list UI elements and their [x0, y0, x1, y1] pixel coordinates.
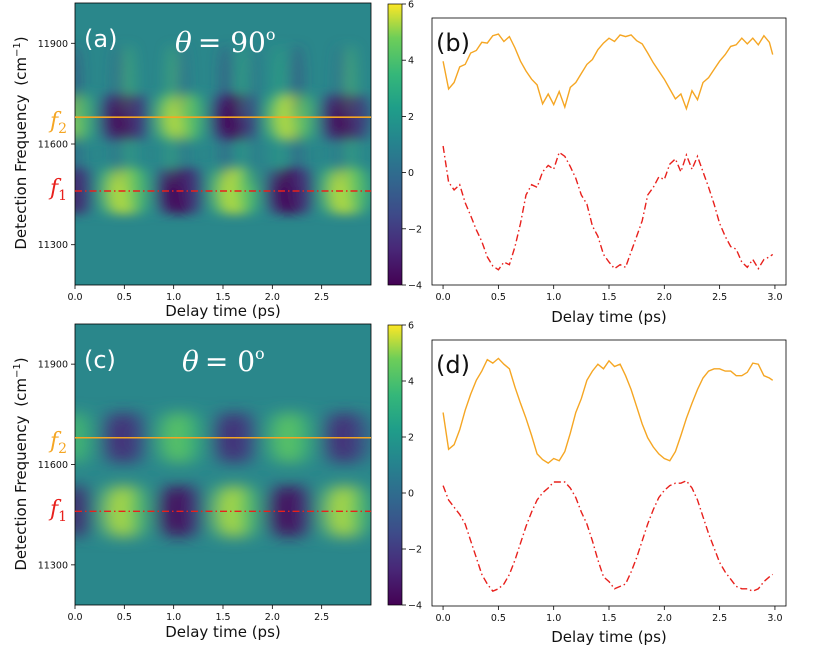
x-ticks-a: 0.0 0.5 1.0 1.5 2.0 2.5 — [67, 285, 329, 303]
x-tick-label: 2.0 — [265, 612, 280, 623]
heatmap-cell — [356, 485, 371, 538]
x-tick-label: 1.5 — [215, 292, 230, 303]
y-tick-label: 11900 — [38, 39, 68, 50]
x-tick-label: 0.0 — [436, 292, 451, 303]
heatmap-cell — [293, 485, 318, 538]
heatmap-cell — [187, 485, 212, 538]
heatmap-cell — [293, 167, 318, 215]
panel-label-b: (b) — [436, 29, 470, 57]
y-axis-label-c: Detection Frequency (cm−1) — [12, 357, 30, 570]
colorbar-a-ticks: −4 −2 0 2 4 6 — [402, 0, 422, 292]
heatmap-cell — [187, 167, 212, 215]
series-f2-b — [442, 33, 774, 111]
panel-c-heatmap: (c) θ = 0o 0.0 0.5 1.0 1.5 2.0 2.5 11300116001… — [12, 323, 372, 641]
lineplot-b-frame — [431, 17, 787, 286]
colorbar-tick-label: 0 — [408, 168, 414, 179]
heatmap-fringe — [247, 127, 258, 188]
heatmap-cell — [134, 485, 159, 538]
x-tick-label: 0.5 — [117, 292, 132, 303]
f2-label-a: f2 — [48, 109, 67, 137]
colorbar-tick-label: −4 — [408, 601, 422, 612]
x-tick-label: 1.0 — [546, 613, 561, 624]
f1-label-a: f1 — [48, 176, 67, 204]
x-tick-label: 2.0 — [265, 292, 280, 303]
x-axis-label-c: Delay time (ps) — [165, 623, 280, 641]
heatmap-c-background — [75, 324, 371, 605]
x-axis-label-a: Delay time (ps) — [165, 302, 280, 320]
panel-d-lineplot: (d) 0.0 0.5 1.0 1.5 2.0 2.5 3.0 Delay time (ps… — [431, 339, 787, 646]
series-f1-b — [442, 145, 774, 271]
x-tick-label: 1.0 — [166, 612, 181, 623]
heatmap-fringe — [247, 43, 258, 124]
x-tick-label: 0.0 — [67, 612, 82, 623]
x-tick-label: 1.0 — [166, 292, 181, 303]
colorbar-tick-label: −2 — [408, 545, 422, 556]
x-tick-label: 1.5 — [601, 292, 616, 303]
x-axis-label-b: Delay time (ps) — [551, 308, 666, 326]
panel-b-lineplot: (b) 0.0 0.5 1.0 1.5 2.0 2.5 3.0 Delay time (ps… — [431, 17, 787, 326]
lineplot-d-frame — [431, 339, 787, 607]
y-tick-label: 11600 — [38, 460, 68, 471]
colorbar-c-ticks: −4 −2 0 2 4 6 — [402, 321, 422, 612]
colorbar-tick-label: 6 — [408, 0, 414, 11]
x-tick-label: 1.5 — [215, 612, 230, 623]
colorbar-tick-label: 6 — [408, 321, 414, 332]
colorbar-c: −4 −2 0 2 4 6 — [387, 321, 422, 612]
colorbar-tick-label: −4 — [408, 281, 422, 292]
x-axis-label-d: Delay time (ps) — [551, 628, 666, 646]
x-tick-label: 0.5 — [491, 292, 506, 303]
x-tick-label: 2.0 — [657, 613, 672, 624]
colorbar-tick-label: 2 — [408, 112, 414, 123]
heatmap-cell — [134, 167, 159, 215]
x-tick-label: 3.0 — [767, 292, 782, 303]
heatmap-cell — [356, 167, 371, 215]
y-tick-label: 11300 — [38, 560, 68, 571]
x-ticks-b: 0.0 0.5 1.0 1.5 2.0 2.5 3.0 — [436, 285, 782, 303]
x-tick-label: 2.5 — [314, 612, 329, 623]
x-ticks-d: 0.0 0.5 1.0 1.5 2.0 2.5 3.0 — [436, 606, 782, 624]
x-tick-label: 0.5 — [117, 612, 132, 623]
x-tick-label: 1.0 — [546, 292, 561, 303]
colorbar-a-gradient — [387, 3, 403, 286]
y-ticks-a: 11300 11600 11900 — [38, 39, 75, 251]
panel-a-heatmap: (a) θ = 90o 0.0 0.5 1.0 1.5 2.0 2.5 11300 11600… — [12, 2, 372, 320]
x-tick-label: 0.5 — [491, 613, 506, 624]
colorbar-a: −4 −2 0 2 4 6 — [387, 0, 422, 292]
f1-label-c: f1 — [48, 497, 67, 525]
theta-label-c: θ = 0o — [182, 344, 265, 378]
y-ticks-c: 11300 11600 11900 — [38, 360, 75, 571]
y-tick-label: 11600 — [38, 140, 68, 151]
x-tick-label: 1.5 — [601, 613, 616, 624]
x-tick-label: 3.0 — [767, 613, 782, 624]
colorbar-tick-label: 2 — [408, 433, 414, 444]
colorbar-tick-label: −2 — [408, 224, 422, 235]
panel-label-a: (a) — [84, 25, 117, 53]
x-tick-label: 2.5 — [712, 292, 727, 303]
colorbar-tick-label: 0 — [408, 489, 414, 500]
x-tick-label: 2.0 — [657, 292, 672, 303]
x-tick-label: 0.0 — [436, 613, 451, 624]
panel-label-c: (c) — [84, 346, 116, 374]
y-tick-label: 11900 — [38, 360, 68, 371]
x-tick-label: 0.0 — [67, 292, 82, 303]
colorbar-tick-label: 4 — [408, 377, 414, 388]
series-f2-d — [442, 357, 774, 464]
f2-label-c: f2 — [48, 429, 67, 457]
panel-label-d: (d) — [436, 351, 470, 379]
x-ticks-c: 0.0 0.5 1.0 1.5 2.0 2.5 — [67, 605, 329, 623]
x-tick-label: 2.5 — [712, 613, 727, 624]
colorbar-tick-label: 4 — [408, 56, 414, 67]
y-tick-label: 11300 — [38, 240, 68, 251]
x-tick-label: 2.5 — [314, 292, 329, 303]
y-axis-label-a: Detection Frequency (cm−1) — [12, 36, 30, 249]
theta-label-a: θ = 90o — [175, 25, 276, 59]
colorbar-c-gradient — [387, 324, 403, 606]
series-f1-d — [442, 479, 774, 593]
